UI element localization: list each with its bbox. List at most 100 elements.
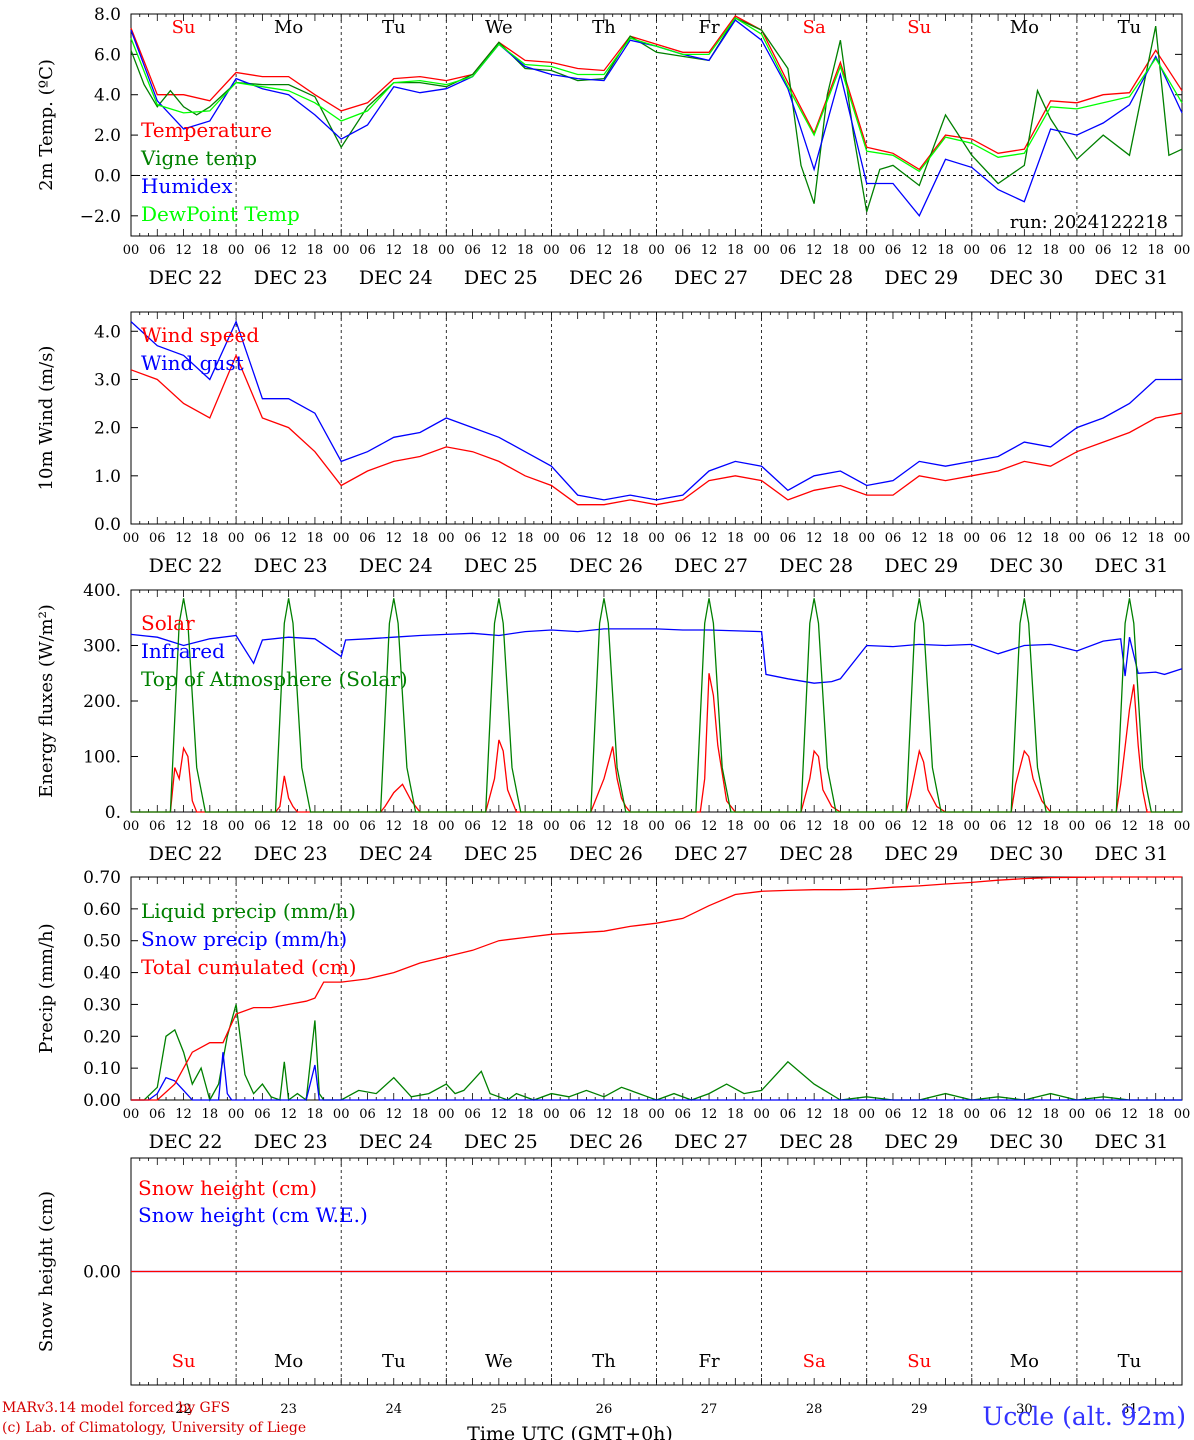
hour-tick-label: 00 [858,243,875,258]
hour-tick-label: 18 [517,531,534,546]
weekday-label: Su [172,17,196,38]
legend-entry: Wind gust [141,351,244,375]
weekday-label: Mo [274,17,303,38]
date-label: DEC 27 [674,1131,748,1153]
weekday-label: Tu [382,1351,406,1372]
y-tick-label: 2.0 [94,126,121,146]
hour-tick-label: 06 [359,243,376,258]
hour-tick-label: 12 [701,819,718,834]
hour-tick-label: 00 [964,1107,981,1122]
hour-tick-label: 00 [858,1107,875,1122]
hour-tick-label: 18 [307,819,324,834]
series-wind-speed [130,353,1183,506]
y-tick-label: 4.0 [94,86,121,106]
date-label: DEC 25 [464,1131,538,1153]
hour-tick-label: 12 [491,1107,508,1122]
hour-tick-label: 12 [1121,1107,1138,1122]
legend-entry: Snow height (cm) [138,1176,317,1200]
hour-tick-label: 12 [701,1107,718,1122]
weekday-label: Mo [274,1351,303,1372]
hour-tick-label: 00 [123,243,140,258]
hour-tick-label: 06 [885,1107,902,1122]
date-label: DEC 26 [569,555,643,577]
hour-tick-label: 18 [1147,1107,1164,1122]
hour-tick-label: 12 [1121,243,1138,258]
y-tick-label: 0. [105,803,121,823]
y-tick-label: 0.60 [83,900,121,920]
chart-panel-energy: 0. 100. 200. 300. 400. Energy fluxes (W/m²) 00… [36,581,1190,865]
legend-entry: Wind speed [141,323,259,347]
hour-tick-label: 06 [1095,819,1112,834]
hour-tick-label: 00 [753,531,770,546]
date-label: DEC 27 [674,843,748,865]
legend-entry: Top of Atmosphere (Solar) [141,667,408,691]
date-label: DEC 27 [674,267,748,289]
hour-tick-label: 06 [149,531,166,546]
date-label: DEC 22 [149,555,223,577]
hour-tick-label: 12 [806,819,823,834]
credit-line-2: (c) Lab. of Climatology, University of L… [2,1420,307,1436]
weekday-label: Th [592,17,616,38]
hour-tick-label: 18 [832,1107,849,1122]
date-label: DEC 22 [149,267,223,289]
hour-tick-label: 18 [412,243,429,258]
hour-tick-label: 12 [701,243,718,258]
date-label: DEC 31 [1095,843,1169,865]
hour-tick-label: 06 [990,1107,1007,1122]
hour-tick-label: 12 [596,819,613,834]
hour-tick-label: 06 [464,1107,481,1122]
y-tick-label: 0.00 [83,1091,121,1111]
hour-tick-label: 00 [438,1107,455,1122]
hour-tick-label: 00 [753,243,770,258]
y-tick-label: 400. [83,581,121,601]
weekday-label: Tu [1118,17,1142,38]
weekday-label: We [485,17,513,38]
hour-tick-label: 18 [412,531,429,546]
hour-tick-label: 18 [937,1107,954,1122]
hour-tick-label: 06 [464,243,481,258]
hour-tick-label: 12 [1121,531,1138,546]
hour-tick-label: 18 [517,1107,534,1122]
y-tick-label: 0.0 [94,166,121,186]
hour-tick-label: 06 [675,243,692,258]
hour-tick-label: 18 [202,1107,219,1122]
hour-tick-label: 12 [280,819,297,834]
hour-tick-label: 18 [1042,531,1059,546]
hour-tick-label: 12 [701,531,718,546]
series-temperature [130,15,1183,171]
date-label: DEC 31 [1095,1131,1169,1153]
weekday-label: We [485,1351,513,1372]
day-number-label: 26 [596,1402,613,1417]
hour-tick-label: 12 [280,243,297,258]
date-label: DEC 23 [254,267,328,289]
hour-tick-label: 06 [464,531,481,546]
hour-tick-label: 06 [254,1107,271,1122]
hour-tick-label: 00 [228,1107,245,1122]
hour-tick-label: 18 [307,243,324,258]
weekday-label: Su [172,1351,196,1372]
day-number-label: 31 [1121,1402,1138,1417]
date-label: DEC 29 [884,843,958,865]
hour-tick-label: 18 [622,243,639,258]
hour-tick-label: 18 [937,531,954,546]
legend-entry: DewPoint Temp [141,202,300,226]
date-label: DEC 29 [884,267,958,289]
chart-panel-snow: 0.00 Snow height (cm) Su 22 Mo 23 Tu 24 We 25 Th 26… [36,1157,1183,1440]
hour-tick-label: 00 [123,819,140,834]
date-label: DEC 30 [989,843,1063,865]
y-tick-label: 0.20 [83,1027,121,1047]
hour-tick-label: 06 [675,819,692,834]
hour-tick-label: 00 [543,819,560,834]
date-label: DEC 26 [569,1131,643,1153]
hour-tick-label: 06 [885,243,902,258]
legend-entry: Solar [141,611,195,635]
y-tick-label: 0.40 [83,964,121,984]
weekday-label: Su [907,1351,931,1372]
hour-tick-label: 00 [543,243,560,258]
date-label: DEC 26 [569,843,643,865]
date-label: DEC 31 [1095,267,1169,289]
day-number-label: 27 [701,1402,718,1417]
hour-tick-label: 00 [1174,243,1191,258]
series-total-cumulated-cm [131,876,1182,1101]
hour-tick-label: 00 [228,531,245,546]
